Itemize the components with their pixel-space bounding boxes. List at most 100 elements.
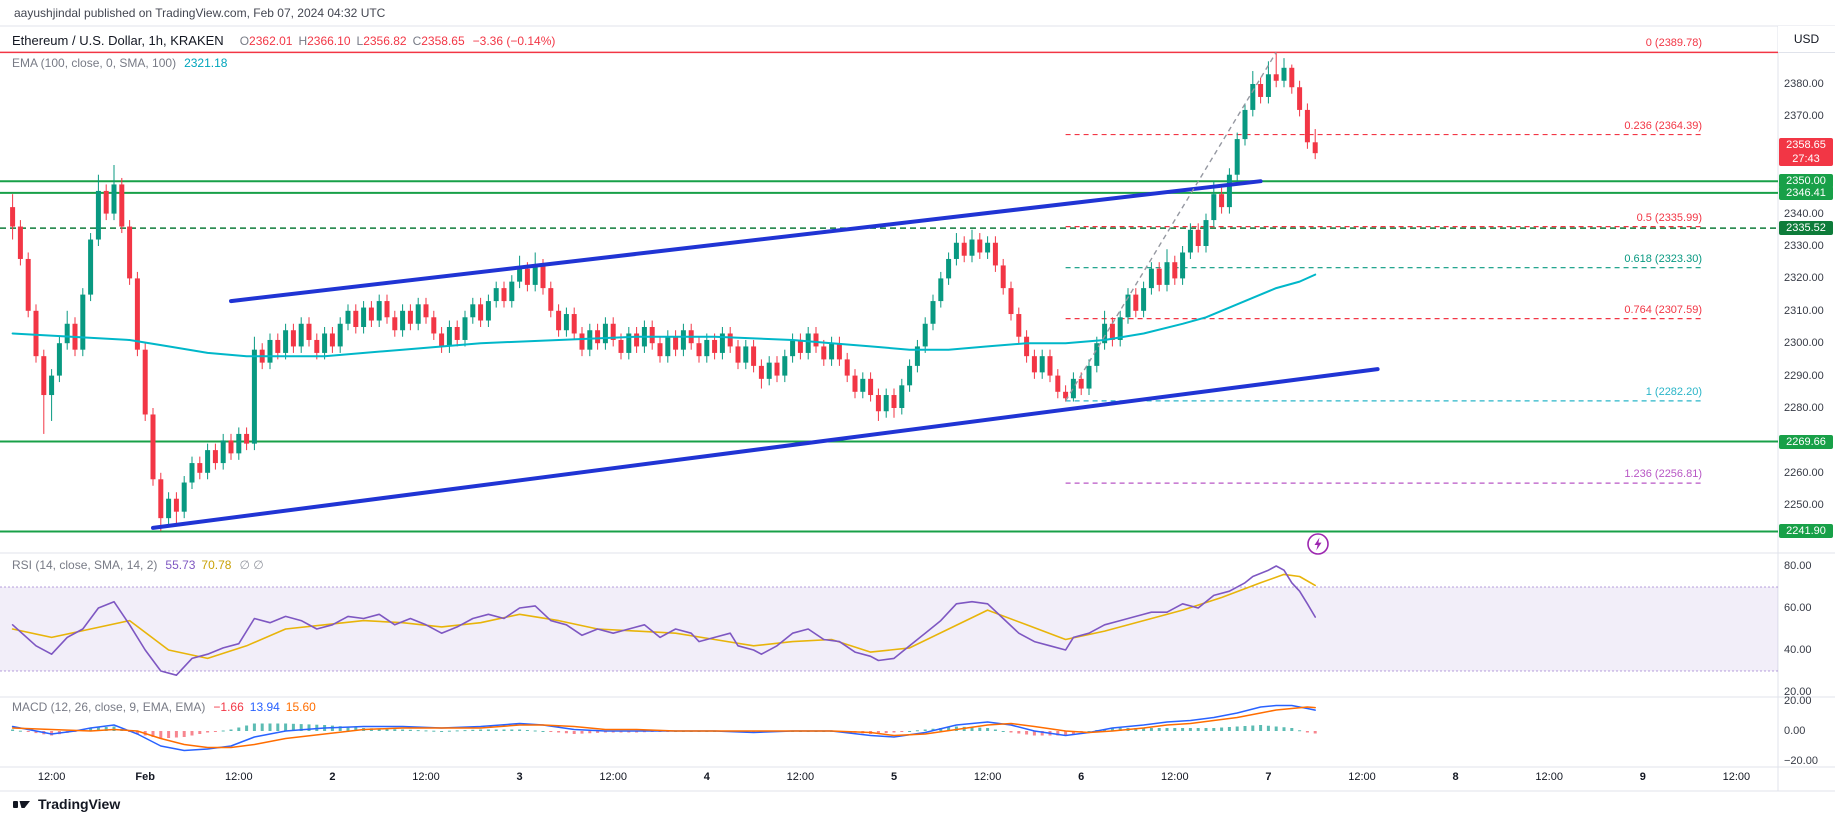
flash-icon[interactable] [1305,531,1331,557]
candle-body [548,288,554,311]
candle-body [189,463,195,483]
macd-histogram-bar [494,729,498,731]
candle-body [766,362,772,379]
macd-legend-name: MACD (12, 26, close, 9, EMA, EMA) [12,700,206,714]
candle-body [111,184,117,214]
candle-body [1187,229,1193,253]
symbol-title[interactable]: Ethereum / U.S. Dollar, 1h, KRAKEN [12,33,224,48]
candle-body [166,498,172,519]
candle-body [899,385,905,408]
price-level-badge: 2335.52 [1779,221,1833,236]
price-tick: 2330.00 [1784,240,1824,252]
candle-body [1008,288,1014,315]
macd-histogram-bar [1298,730,1302,732]
candle-body [649,327,655,344]
rsi-legend[interactable]: RSI (14, close, SMA, 14, 2) 55.73 70.78 ∅ ∅ [12,558,264,572]
candle-body [64,323,70,344]
candle-body [1273,74,1279,81]
candle-body [478,304,484,321]
macd-histogram-bar [479,729,483,731]
macd-histogram-bar [393,729,397,731]
candle-body [1000,265,1006,289]
ascending-channel-lower[interactable] [151,367,1380,530]
candle-body [345,310,351,324]
candle-body [1055,375,1061,392]
tradingview-footer[interactable]: TradingView [12,794,120,814]
time-axis-label: 7 [1265,771,1272,783]
macd-histogram-bar [993,729,997,731]
macd-histogram-bar [1251,725,1255,731]
candle-body [665,336,671,357]
candle-body [361,307,367,327]
time-axis-label: 12:00 [225,771,253,783]
tradingview-wordmark: TradingView [38,796,121,812]
time-axis-label: 8 [1452,771,1459,783]
macd-histogram-bar [229,729,233,731]
ema-legend-value: 2321.18 [184,56,228,70]
price-tick: 2320.00 [1784,272,1824,285]
fib-trend-connector[interactable] [1065,51,1277,402]
ema-legend-name: EMA (100, close, 0, SMA, 100) [12,56,177,70]
candle-body [891,395,897,408]
candle-body [673,336,679,350]
candle-body [220,440,226,464]
candle-body [49,375,55,396]
macd-histogram-bar [198,731,202,734]
macd-histogram-bar [1274,726,1278,731]
candle-body [1063,391,1069,399]
candle-body [17,226,23,259]
candle-body [142,349,148,415]
candle-body [314,339,320,353]
macd-histogram-bar [1181,728,1185,731]
candle-body [579,333,585,350]
candle-body [1109,323,1115,340]
macd-histogram-bar [1313,731,1317,734]
price-level-badge: 2269.66 [1779,434,1833,449]
candle-body [1141,288,1147,311]
candle-body [439,333,445,347]
candle-body [1219,194,1225,208]
candle-body [298,323,304,347]
macd-histogram-bar [876,731,880,734]
macd-histogram-bar [915,730,919,732]
macd-histogram-bar [1157,728,1161,731]
candle-body [275,339,281,353]
candle-body [618,339,624,353]
candle-body [205,450,211,473]
candle-body [423,304,429,318]
macd-histogram-bar [518,729,522,731]
macd-histogram-bar [986,728,990,731]
ohlc-low-value: 2356.82 [363,34,407,48]
symbol-legend[interactable]: Ethereum / U.S. Dollar, 1h, KRAKEN O2362.… [12,33,555,48]
macd-legend[interactable]: MACD (12, 26, close, 9, EMA, EMA) −1.66 13… [12,700,316,714]
candle-body [485,301,491,321]
macd-histogram-bar [1266,725,1270,731]
time-axis-label: 12:00 [973,771,1002,783]
ema-legend[interactable]: EMA (100, close, 0, SMA, 100) 2321.18 [12,56,227,70]
candle-body [1258,84,1264,97]
price-tick: 2310.00 [1784,304,1824,317]
candle-body [470,304,476,318]
candle-body [454,327,460,340]
axis-currency-button[interactable]: USD [1778,26,1835,53]
macd-histogram-bar [34,731,38,734]
macd-histogram-bar [338,726,342,731]
time-axis-label: 12:00 [37,771,66,783]
macd-histogram-bar [151,731,155,737]
candle-body [758,365,764,379]
fib-level-label: 0.5 (2335.99) [1636,211,1702,224]
price-tick: 2370.00 [1784,110,1824,123]
candle-body [735,346,741,363]
candle-body [173,498,179,512]
price-tick: 2300.00 [1784,337,1824,350]
ascending-channel-upper[interactable] [229,179,1263,304]
ohlc-low-label: L [356,34,364,48]
time-axis-label: 9 [1639,771,1646,783]
macd-histogram-bar [1110,728,1114,731]
macd-line-value: 13.94 [249,700,280,714]
macd-histogram-bar [237,727,241,731]
